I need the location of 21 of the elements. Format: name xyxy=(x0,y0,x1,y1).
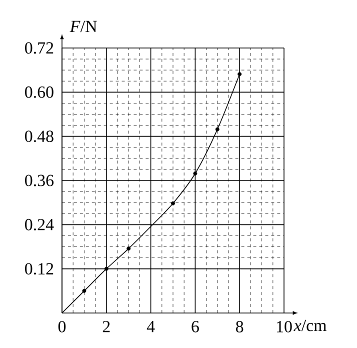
point xyxy=(171,201,175,206)
y-tick-label: 0.12 xyxy=(25,263,54,275)
point xyxy=(126,246,131,251)
x-tick-label: 0 xyxy=(58,320,66,332)
x-tick-label: 10 xyxy=(277,320,292,332)
y-tick-label: 0.60 xyxy=(25,86,54,98)
point xyxy=(238,72,242,76)
y-tick-label: 0.24 xyxy=(25,218,54,230)
x-tick-label: 6 xyxy=(192,320,199,332)
y-tick-label: 0.72 xyxy=(25,42,54,54)
point xyxy=(193,172,198,176)
x-tick-label: 4 xyxy=(146,320,155,332)
x-tick-label: 8 xyxy=(236,320,244,332)
point xyxy=(215,127,220,132)
x-axis-title: x/cm xyxy=(294,320,326,332)
y-tick-label: 0.36 xyxy=(25,174,54,186)
point xyxy=(82,288,86,293)
y-axis-title: F/N xyxy=(70,20,97,32)
y-tick-label: 0.48 xyxy=(25,130,54,142)
point xyxy=(104,266,108,271)
x-tick-label: 2 xyxy=(102,320,110,332)
